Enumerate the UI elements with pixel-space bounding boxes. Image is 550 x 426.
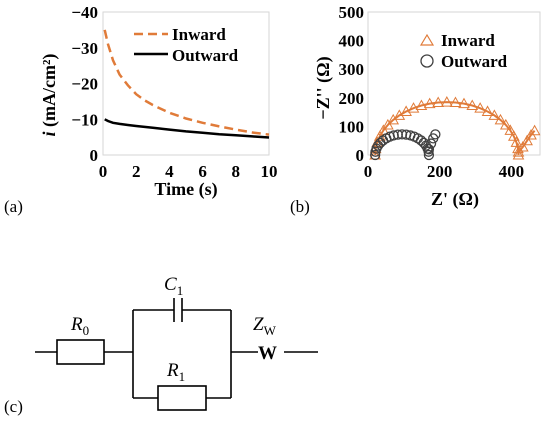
- panel-label-c: (c): [4, 397, 23, 416]
- chart-b-point-inward: [516, 140, 529, 152]
- chart-a-y-ticks: −40 −30 −20 −10 0: [71, 3, 98, 165]
- chart-b-point-inward: [407, 102, 420, 113]
- chart-a-series-line-inward: [103, 29, 270, 136]
- chart-b-point-inward: [481, 105, 494, 116]
- chart-b-point-outward: [430, 129, 441, 140]
- chart-b-x-ticks: 0 200 400: [364, 162, 524, 181]
- chart-b-point-inward: [440, 96, 453, 107]
- chart-a-ytick-label: −20: [71, 75, 98, 94]
- chart-b-ytick-label: 400: [339, 32, 365, 51]
- chart-b-ytick-label: 500: [339, 3, 365, 22]
- chart-a-series: [103, 29, 270, 139]
- equivalent-circuit: [35, 298, 318, 411]
- chart-a-legend-outward-label: Outward: [172, 46, 239, 65]
- chart-a-ylabel: i (mA/cm²): [39, 54, 60, 137]
- chart-b-ylabel: −Z'' (Ω): [313, 56, 334, 119]
- chart-a-ytick-label: 0: [90, 146, 99, 165]
- chart-a-ylabel-symbol: i: [39, 131, 59, 136]
- chart-a: −40 −30 −20 −10 0 0 2 4 6 8 10 i (mA/cm²) Time (s…: [4, 3, 278, 216]
- chart-a-xtick-label: 6: [198, 162, 207, 181]
- chart-a-xtick-label: 8: [232, 162, 241, 181]
- chart-b-point-inward: [504, 124, 517, 135]
- chart-b-xtick-label: 400: [499, 162, 525, 181]
- label-r1: R1: [166, 360, 185, 384]
- chart-a-xtick-label: 10: [261, 162, 278, 181]
- chart-b-point-outward: [370, 149, 381, 161]
- chart-a-xtick-label: 0: [99, 162, 108, 181]
- chart-b-ytick-label: 300: [339, 60, 365, 79]
- chart-a-ylabel-unit: (mA/cm²): [39, 54, 60, 127]
- chart-b-point-inward: [494, 113, 507, 125]
- chart-b-point-inward: [432, 96, 445, 107]
- chart-b-legend-inward-marker: [419, 33, 435, 46]
- chart-b-point-inward: [507, 130, 520, 141]
- chart-a-x-ticks: 0 2 4 6 8 10: [99, 162, 278, 181]
- chart-b-point-inward: [499, 118, 512, 130]
- chart-b-point-inward: [512, 142, 524, 154]
- chart-b-ytick-label: 100: [339, 117, 365, 136]
- panel-label-a: (a): [4, 197, 23, 216]
- chart-b-point-inward: [458, 97, 470, 109]
- circuit-labels: R0 C1 R1 ZW W (c): [4, 274, 277, 416]
- warburg-element-w: W: [258, 343, 277, 364]
- chart-a-xlabel: Time (s): [154, 179, 217, 200]
- chart-b-point-outward: [425, 138, 437, 149]
- chart-b-point-inward: [415, 99, 428, 111]
- chart-a-ytick-label: −10: [71, 110, 98, 129]
- chart-b-point-inward: [512, 146, 525, 157]
- chart-b-point-outward: [423, 144, 435, 155]
- chart-b-y-ticks: 0 100 200 300 400 500: [339, 3, 365, 165]
- chart-b-ytick-label: 200: [339, 89, 365, 108]
- chart-a-series-line-outward: [104, 118, 270, 139]
- chart-b-point-inward: [466, 99, 479, 111]
- chart-a-ytick-label: −40: [71, 3, 98, 22]
- chart-b-point-inward: [423, 97, 436, 109]
- chart-b-point-inward: [474, 102, 486, 113]
- chart-b-legend-outward-marker: [420, 54, 434, 68]
- resistor-r0: [56, 339, 105, 365]
- chart-b-point-inward: [449, 96, 462, 107]
- chart-b-point-outward: [423, 149, 435, 161]
- chart-a-xtick-label: 4: [165, 162, 174, 181]
- chart-b-point-inward: [521, 134, 533, 146]
- chart-b-point-inward: [488, 109, 501, 120]
- chart-b: 0 100 200 300 400 500 0 200 400 −Z'' (Ω) Z' (Ω)…: [290, 3, 541, 216]
- chart-b-xtick-label: 200: [427, 162, 453, 181]
- chart-a-ytick-label: −30: [71, 39, 98, 58]
- chart-b-point-inward: [382, 118, 394, 130]
- chart-b-point-inward: [512, 148, 525, 160]
- chart-b-legend-inward-label: Inward: [441, 31, 495, 50]
- panel-label-b: (b): [290, 197, 310, 216]
- chart-a-xtick-label: 2: [132, 162, 141, 181]
- chart-b-xlabel: Z' (Ω): [431, 189, 479, 210]
- chart-b-point-inward: [528, 124, 541, 136]
- label-zw: ZW: [253, 314, 277, 338]
- resistor-r1: [157, 385, 207, 411]
- chart-b-legend-outward-label: Outward: [441, 52, 508, 71]
- chart-b-xtick-label: 0: [364, 162, 373, 181]
- label-c1: C1: [164, 274, 183, 298]
- chart-b-ytick-label: 0: [356, 146, 365, 165]
- label-r0: R0: [70, 314, 89, 338]
- chart-b-series: [369, 96, 541, 161]
- chart-a-legend-inward-label: Inward: [172, 25, 226, 44]
